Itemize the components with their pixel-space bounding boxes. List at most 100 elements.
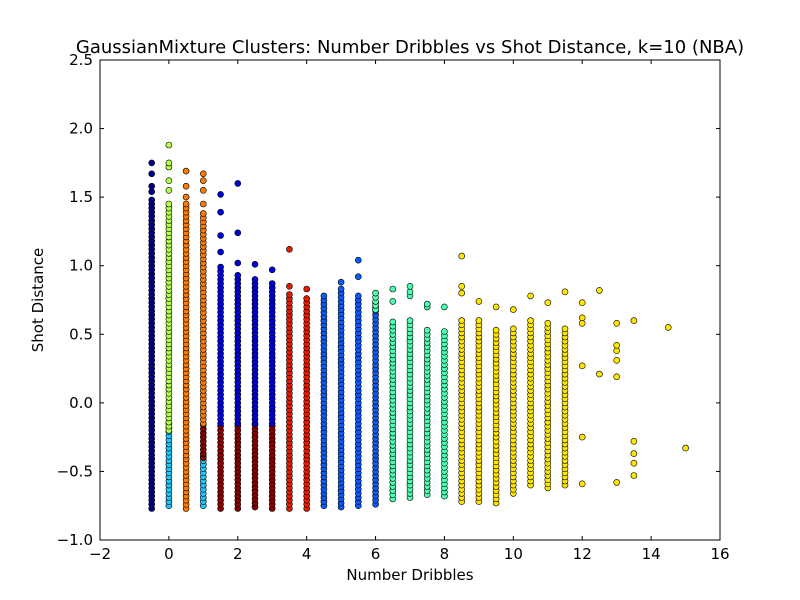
data-point-cluster-yellow bbox=[492, 303, 500, 311]
data-point-cluster-blue bbox=[234, 180, 242, 187]
y-tick-label: 2.5 bbox=[69, 51, 93, 69]
data-point-cluster-orange bbox=[200, 210, 207, 217]
data-point-cluster-yellow bbox=[509, 325, 517, 333]
data-point-cluster-yellow bbox=[458, 289, 466, 297]
data-point-cluster-aquamarine bbox=[441, 303, 448, 311]
data-point-cluster-yellow bbox=[492, 326, 500, 334]
data-point-cluster-yellow bbox=[509, 306, 517, 313]
data-point-cluster-blue bbox=[217, 208, 224, 216]
y-tick-label: −0.5 bbox=[57, 462, 93, 480]
data-point-cluster-blue bbox=[251, 260, 259, 268]
data-point-cluster-blue bbox=[217, 263, 224, 271]
data-point-cluster-green bbox=[165, 141, 173, 149]
data-point-cluster-red bbox=[286, 291, 293, 298]
data-point-cluster-red bbox=[303, 295, 311, 302]
plot-frame bbox=[99, 59, 721, 541]
x-tick-label: 0 bbox=[164, 545, 174, 563]
data-point-cluster-aquamarine bbox=[423, 300, 431, 308]
data-point-cluster-aquamarine bbox=[372, 289, 379, 297]
data-point-cluster-aquamarine bbox=[389, 318, 397, 326]
x-tick-label: 16 bbox=[710, 545, 729, 563]
x-tick-label: 12 bbox=[573, 545, 592, 563]
data-point-cluster-navy bbox=[148, 188, 155, 195]
data-point-cluster-yellow bbox=[544, 319, 552, 327]
data-point-cluster-orange bbox=[200, 177, 207, 184]
data-point-cluster-yellow bbox=[475, 317, 483, 324]
x-axis-label: Number Dribbles bbox=[346, 566, 473, 584]
data-point-cluster-yellow bbox=[578, 299, 586, 307]
y-tick-label: 1.5 bbox=[69, 188, 93, 206]
data-point-cluster-yellow bbox=[561, 325, 569, 333]
x-tick-label: 6 bbox=[371, 545, 381, 563]
data-point-cluster-yellow bbox=[458, 252, 466, 260]
data-point-cluster-aquamarine bbox=[406, 282, 414, 290]
data-point-cluster-blue bbox=[268, 266, 276, 274]
data-point-cluster-yellow bbox=[613, 319, 621, 327]
data-point-cluster-navy bbox=[148, 159, 155, 167]
data-point-cluster-yellow bbox=[613, 373, 621, 381]
data-point-cluster-orange bbox=[182, 200, 190, 208]
data-point-cluster-mediumblue bbox=[354, 292, 362, 300]
chart-title: GaussianMixture Clusters: Number Dribble… bbox=[76, 37, 744, 58]
data-point-cluster-yellow bbox=[578, 319, 586, 327]
data-point-cluster-red bbox=[286, 282, 293, 290]
data-point-cluster-yellow bbox=[630, 437, 638, 445]
data-point-cluster-yellow bbox=[613, 356, 621, 364]
data-point-cluster-orange bbox=[182, 167, 190, 175]
y-tick-label: −1.0 bbox=[57, 531, 93, 549]
y-tick-label: 0.5 bbox=[69, 325, 93, 343]
x-tick-label: 4 bbox=[302, 545, 312, 563]
data-point-cluster-blue bbox=[268, 280, 276, 287]
data-point-cluster-yellow bbox=[630, 459, 638, 467]
data-point-cluster-green bbox=[165, 177, 173, 184]
data-point-cluster-aquamarine bbox=[423, 326, 431, 334]
y-tick-label: 1.0 bbox=[69, 257, 93, 275]
data-point-cluster-orange bbox=[200, 200, 207, 208]
data-point-cluster-navy bbox=[148, 196, 155, 204]
x-tick-label: −2 bbox=[89, 545, 111, 563]
ticks-layer: −2 0 2 4 6 8 10 12 14 16 −1.0 −0.5 0.0 0.5 1.0 1.5 2.0 2.… bbox=[57, 51, 730, 563]
data-point-cluster-yellow bbox=[596, 287, 603, 294]
data-point-cluster-blue bbox=[234, 229, 242, 237]
data-point-cluster-yellow bbox=[682, 444, 689, 452]
data-point-cluster-yellow bbox=[527, 292, 534, 300]
data-point-cluster-yellow bbox=[613, 341, 621, 349]
data-point-cluster-yellow bbox=[544, 299, 552, 307]
data-point-cluster-yellow bbox=[475, 298, 483, 305]
data-point-cluster-yellow bbox=[630, 450, 638, 457]
data-point-cluster-yellow bbox=[458, 317, 466, 324]
data-point-cluster-mediumblue bbox=[354, 256, 362, 264]
data-point-cluster-red bbox=[286, 246, 293, 253]
points-layer bbox=[148, 141, 689, 512]
data-point-cluster-mediumblue bbox=[337, 285, 345, 293]
data-point-cluster-green bbox=[165, 187, 173, 194]
data-point-cluster-yellow bbox=[613, 347, 621, 355]
data-point-cluster-yellow bbox=[578, 314, 586, 322]
data-point-cluster-yellow bbox=[561, 288, 569, 296]
data-point-cluster-mediumblue bbox=[354, 273, 362, 281]
data-point-cluster-yellow bbox=[527, 317, 534, 324]
data-point-cluster-green bbox=[165, 200, 173, 208]
data-point-cluster-mediumblue bbox=[320, 292, 328, 300]
data-point-cluster-aquamarine bbox=[389, 298, 397, 305]
data-point-cluster-yellow bbox=[578, 433, 586, 441]
data-point-cluster-red bbox=[303, 285, 311, 293]
data-point-cluster-blue bbox=[251, 276, 259, 283]
data-point-cluster-blue bbox=[234, 271, 242, 279]
y-tick-label: 0.0 bbox=[69, 394, 93, 412]
data-point-cluster-blue bbox=[217, 232, 224, 239]
data-point-cluster-mediumblue bbox=[337, 278, 345, 286]
y-tick-label: 2.0 bbox=[69, 120, 93, 138]
x-tick-label: 14 bbox=[642, 545, 661, 563]
x-tick-label: 2 bbox=[233, 545, 243, 563]
data-point-cluster-aquamarine bbox=[406, 288, 414, 296]
data-point-cluster-aquamarine bbox=[389, 285, 397, 293]
data-point-cluster-green bbox=[165, 159, 173, 167]
data-point-cluster-orange bbox=[200, 170, 207, 178]
data-point-cluster-blue bbox=[217, 248, 224, 256]
data-point-cluster-blue bbox=[217, 191, 224, 198]
data-point-cluster-navy bbox=[148, 182, 155, 190]
data-point-cluster-navy bbox=[148, 170, 155, 178]
